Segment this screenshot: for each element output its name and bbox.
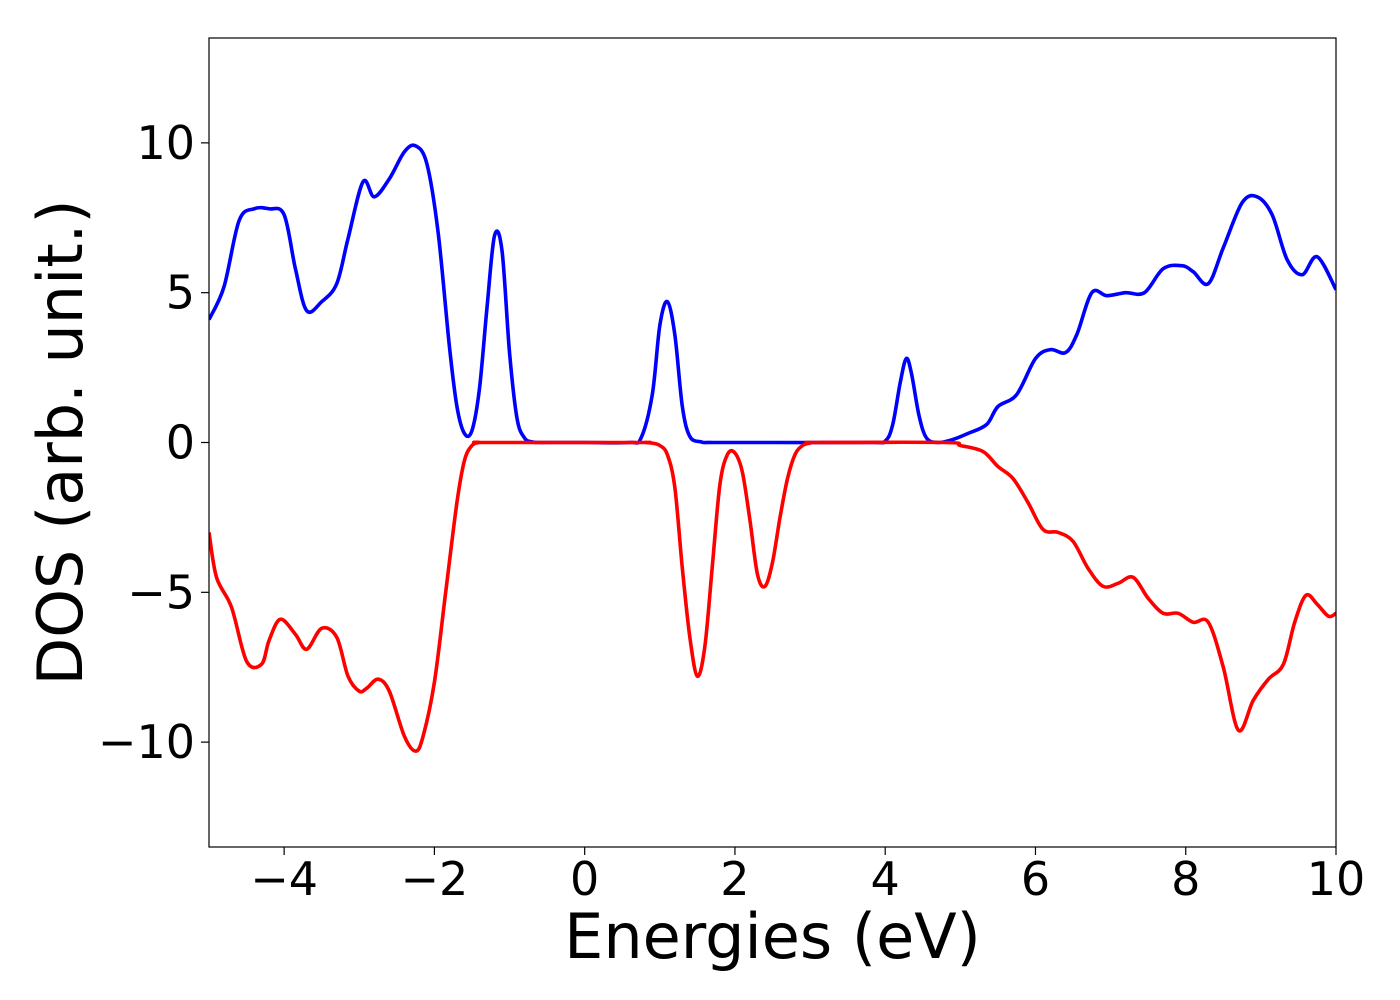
y-tick-label: −5	[127, 565, 195, 619]
x-tick-label: 4	[871, 852, 900, 906]
y-tick-label: 0	[166, 416, 195, 470]
x-tick-label: 0	[570, 852, 599, 906]
y-tick-label: 10	[136, 116, 195, 170]
x-axis-label: Energies (eV)	[564, 900, 981, 973]
x-tick-label: −4	[250, 852, 318, 906]
y-tick-label: 5	[166, 266, 195, 320]
x-axis-ticks: −4 −2 0 2 4 6 8 10	[250, 847, 1365, 906]
y-tick-label: −10	[98, 715, 195, 769]
series-layer	[209, 143, 1336, 753]
x-tick-label: 6	[1021, 852, 1050, 906]
y-axis-label: DOS (arb. unit.)	[24, 199, 97, 685]
y-axis-ticks: −10 −5 0 5 10	[98, 116, 209, 769]
x-tick-label: −2	[400, 852, 468, 906]
series-line-red	[209, 440, 1336, 753]
series-line-blue	[209, 143, 1336, 445]
x-tick-label: 10	[1307, 852, 1366, 906]
x-tick-label: 2	[720, 852, 749, 906]
x-tick-label: 8	[1171, 852, 1200, 906]
